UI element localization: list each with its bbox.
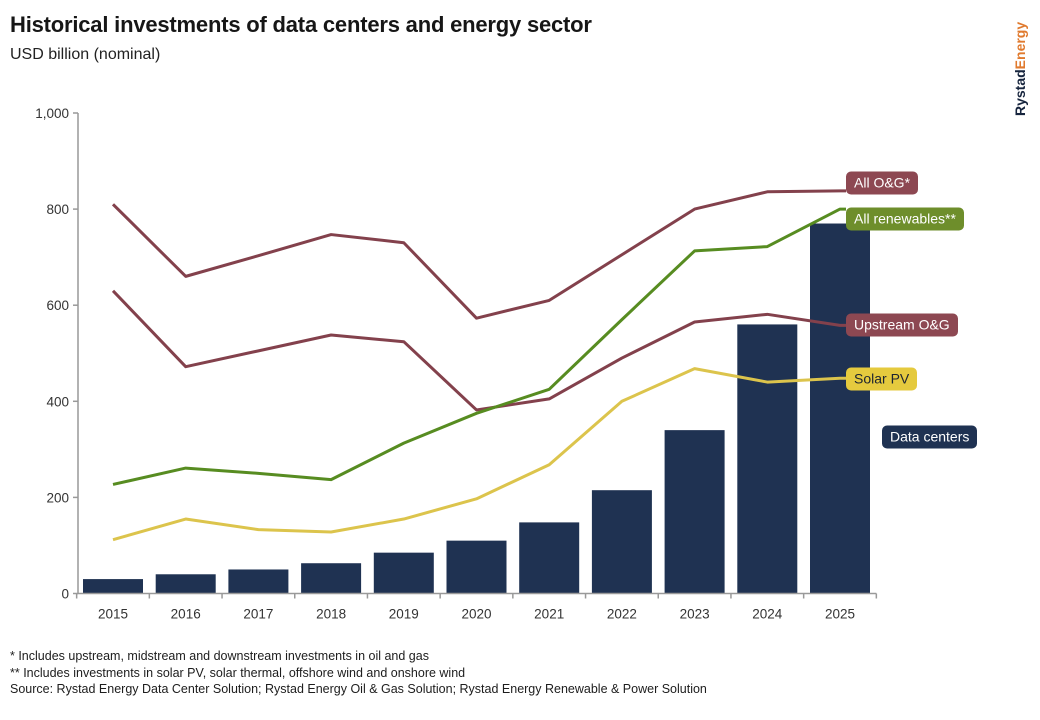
bar-data-centers-2023 — [664, 430, 725, 594]
x-tick-label-2018: 2018 — [316, 607, 346, 622]
x-tick-label-2015: 2015 — [98, 607, 128, 622]
bar-data-centers-2024 — [737, 324, 798, 594]
page-title: Historical investments of data centers a… — [10, 12, 592, 37]
x-tick-label-2016: 2016 — [171, 607, 201, 622]
x-tick-label-2022: 2022 — [607, 607, 637, 622]
footnote-renewables: ** Includes investments in solar PV, sol… — [10, 665, 466, 680]
series-label-all-og: All O&G* — [846, 171, 919, 195]
chart-subtitle: USD billion (nominal) — [10, 46, 161, 63]
x-tick-label-2024: 2024 — [752, 607, 783, 622]
y-tick-label: 0 — [61, 587, 69, 602]
bar-data-centers-2025 — [810, 223, 870, 594]
footnotes: * Includes upstream, midstream and downs… — [10, 648, 707, 698]
footnote-source: Source: Rystad Energy Data Center Soluti… — [10, 682, 707, 696]
series-label-solar-pv: Solar PV — [846, 367, 918, 391]
bar-data-centers-2022 — [591, 490, 652, 594]
bar-data-centers-2018 — [301, 563, 362, 594]
line-all-renewables- — [112, 207, 846, 486]
x-tick-label-2025: 2025 — [825, 607, 855, 622]
footnote-oil-gas: * Includes upstream, midstream and downs… — [10, 649, 429, 663]
line-upstream-o-g — [111, 289, 846, 412]
x-tick-label-2017: 2017 — [243, 607, 273, 622]
series-label-all-renewables: All renewables** — [846, 207, 964, 231]
y-tick-label: 1,000 — [35, 106, 69, 121]
x-tick-label-2023: 2023 — [680, 607, 710, 622]
y-tick-label: 800 — [46, 202, 69, 217]
y-tick-label: 600 — [46, 298, 69, 313]
x-tick-label-2021: 2021 — [534, 607, 564, 622]
y-tick-label: 200 — [46, 490, 69, 505]
series-label-data-centers: Data centers — [882, 425, 978, 449]
bar-data-centers-2016 — [155, 574, 216, 594]
bar-data-centers-2017 — [228, 569, 289, 594]
bar-data-centers-2020 — [446, 540, 507, 594]
line-all-o-g- — [111, 189, 846, 320]
bar-data-centers-2015 — [83, 579, 143, 594]
line-solar-pv — [112, 367, 846, 542]
x-tick-label-2020: 2020 — [461, 607, 491, 622]
bar-data-centers-2019 — [373, 552, 434, 594]
y-tick-label: 400 — [46, 394, 69, 409]
series-label-upstream-og: Upstream O&G — [846, 313, 958, 337]
x-tick-label-2019: 2019 — [389, 607, 419, 622]
bar-data-centers-2021 — [519, 522, 580, 594]
